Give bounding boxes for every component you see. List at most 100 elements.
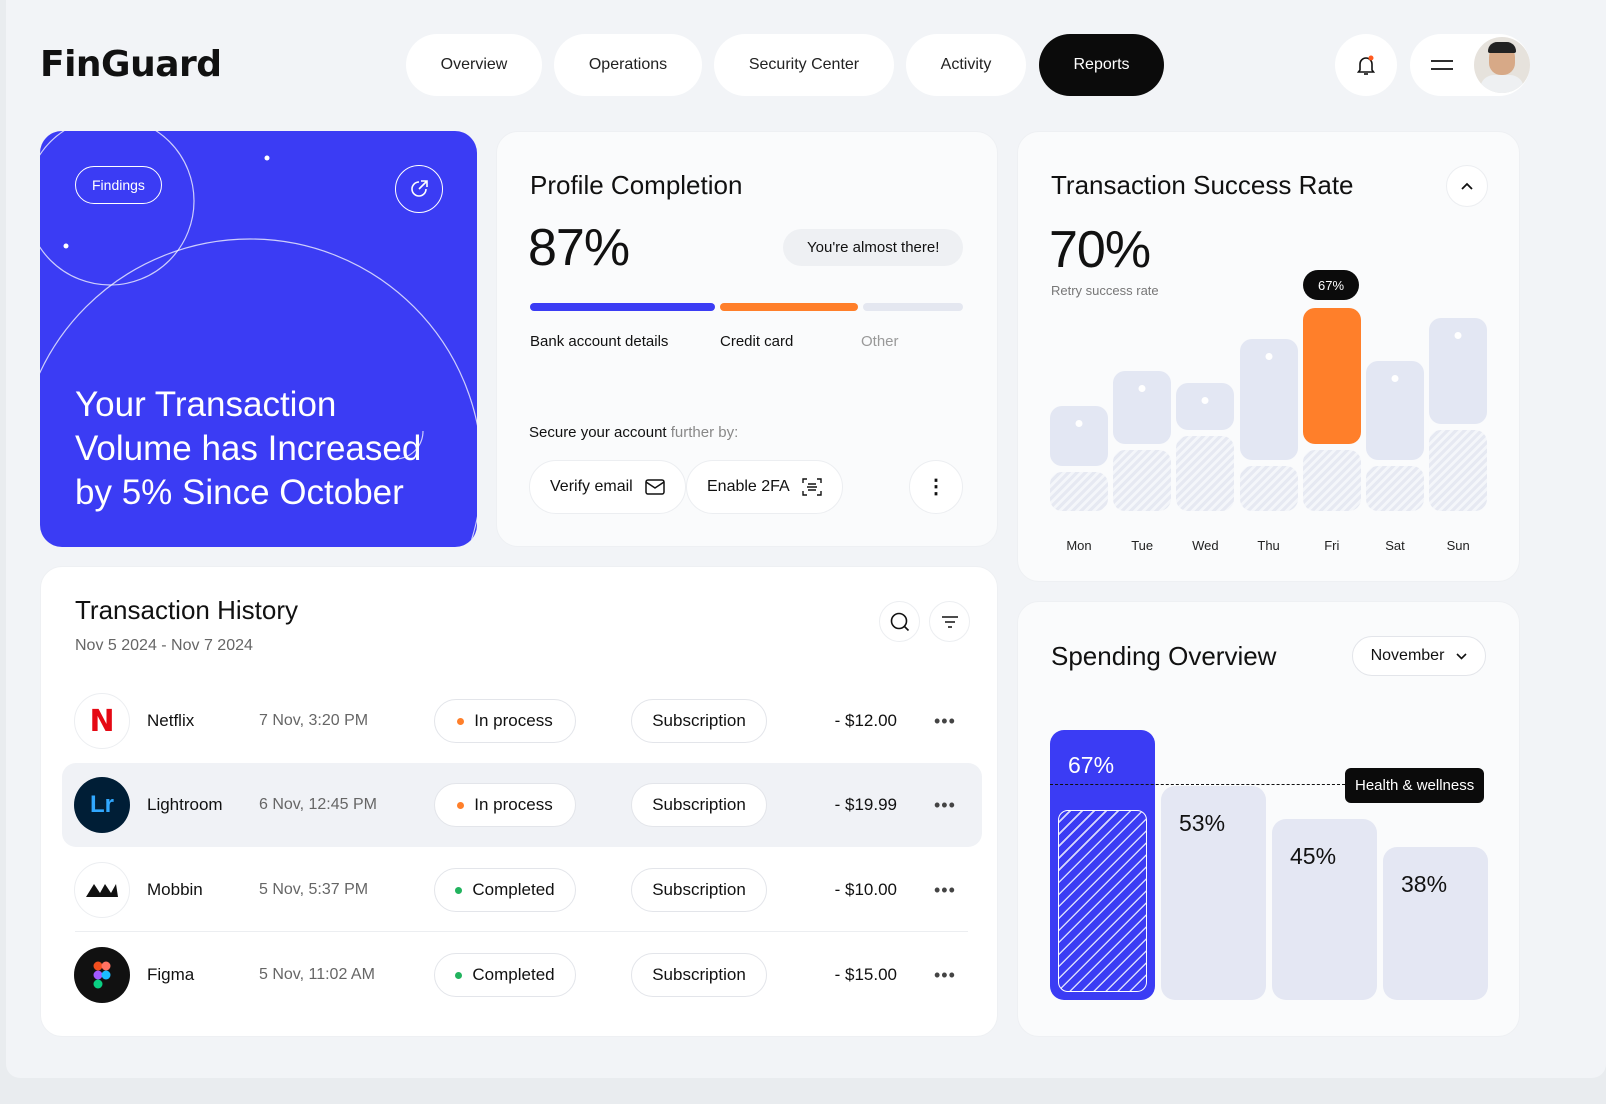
row-more-icon[interactable]: ••• xyxy=(934,879,956,900)
verify-email-button[interactable]: Verify email xyxy=(529,460,686,514)
secure-account-prompt: Secure your account further by: xyxy=(529,424,738,441)
spending-bar[interactable]: 53% xyxy=(1161,786,1266,1000)
status-label: Completed xyxy=(472,880,555,899)
nav-tab-reports[interactable]: Reports xyxy=(1039,34,1164,96)
segment-label-bank: Bank account details xyxy=(530,333,669,350)
category-marker-line xyxy=(1050,784,1345,785)
search-button[interactable] xyxy=(879,601,920,642)
tsr-bar-success-thu[interactable] xyxy=(1239,338,1298,461)
spending-bar-label: 45% xyxy=(1290,842,1337,869)
brand-logo[interactable]: FinGuard xyxy=(40,44,222,85)
spending-bar[interactable]: 38% xyxy=(1383,846,1488,1000)
tsr-bar-success-wed[interactable] xyxy=(1176,383,1235,430)
profile-menu[interactable] xyxy=(1410,34,1530,96)
chevron-down-icon xyxy=(1456,652,1467,660)
status-badge: In process xyxy=(434,699,576,743)
tsr-title: Transaction Success Rate xyxy=(1051,170,1354,200)
spending-bar[interactable]: 45% xyxy=(1272,818,1377,1000)
bar-dot xyxy=(1391,374,1399,382)
mail-icon xyxy=(644,479,665,495)
bar-dot xyxy=(1075,419,1083,427)
scan-icon xyxy=(802,478,822,496)
nav-tab-overview[interactable]: Overview xyxy=(406,34,542,96)
transaction-date: 6 Nov, 12:45 PM xyxy=(259,796,377,813)
decorative-circles xyxy=(40,131,477,547)
spending-bar[interactable]: 67% xyxy=(1050,729,1155,1000)
tsr-bar-success-sat[interactable] xyxy=(1366,360,1424,461)
progress-segment-credit-card xyxy=(720,303,858,311)
history-date-range: Nov 5 2024 - Nov 7 2024 xyxy=(75,637,253,654)
tsr-axis-label: Sun xyxy=(1446,538,1470,553)
merchant-name: Figma xyxy=(147,965,195,984)
filter-button[interactable] xyxy=(929,601,970,642)
transaction-row[interactable]: Lr Lightroom 6 Nov, 12:45 PM In process Subs… xyxy=(62,763,982,847)
encouragement-chip: You're almost there! xyxy=(783,229,964,266)
month-select[interactable]: November xyxy=(1352,636,1486,676)
transaction-amount: - $12.00 xyxy=(834,711,897,730)
tsr-bar-success-fri[interactable] xyxy=(1302,308,1361,445)
transaction-amount: - $15.00 xyxy=(834,965,897,984)
hamburger-icon[interactable] xyxy=(1430,56,1454,74)
notifications-button[interactable] xyxy=(1335,34,1397,96)
row-divider xyxy=(75,931,968,932)
bell-icon xyxy=(1356,55,1376,75)
transaction-row[interactable]: Figma 5 Nov, 11:02 AM Completed Subscriptio… xyxy=(62,933,982,1017)
tsr-axis-label: Wed xyxy=(1192,538,1219,553)
row-more-icon[interactable]: ••• xyxy=(934,710,956,731)
secure-prefix: Secure your account xyxy=(529,424,667,441)
tsr-bar-success-tue[interactable] xyxy=(1113,371,1172,445)
merchant-name: Lightroom xyxy=(147,795,223,814)
nav-tab-security-center[interactable]: Security Center xyxy=(714,34,894,96)
filter-icon xyxy=(941,615,958,628)
transaction-row[interactable]: Mobbin 5 Nov, 5:37 PM Completed Subscriptio… xyxy=(62,848,982,932)
findings-hero-card: Findings Your Transaction Volume has Inc… xyxy=(40,131,477,547)
findings-badge[interactable]: Findings xyxy=(75,166,162,204)
tsr-bar-retry-thu xyxy=(1239,466,1298,511)
row-more-icon[interactable]: ••• xyxy=(934,964,956,985)
tsr-percent: 70% xyxy=(1049,221,1151,279)
transaction-date: 5 Nov, 5:37 PM xyxy=(259,881,369,898)
bar-dot xyxy=(1201,397,1209,405)
status-dot xyxy=(457,801,465,809)
tsr-bar-retry-fri xyxy=(1302,450,1361,511)
external-link-icon xyxy=(411,180,428,197)
transaction-amount: - $19.99 xyxy=(834,795,897,814)
chevron-up-icon xyxy=(1461,182,1473,190)
category-marker-label: Health & wellness xyxy=(1345,768,1485,803)
tsr-bar-retry-mon xyxy=(1050,472,1108,511)
tsr-tooltip: 67% xyxy=(1303,270,1359,300)
nav-tab-activity[interactable]: Activity xyxy=(906,34,1026,96)
enable-2fa-button[interactable]: Enable 2FA xyxy=(686,460,843,514)
tsr-bar-retry-wed xyxy=(1176,435,1235,511)
transaction-row[interactable]: N Netflix 7 Nov, 3:20 PM In process Subscrip… xyxy=(62,679,982,763)
row-more-icon[interactable]: ••• xyxy=(934,794,956,815)
avatar[interactable] xyxy=(1474,37,1530,93)
tsr-bar-success-sun[interactable] xyxy=(1429,318,1488,424)
status-label: In process xyxy=(474,711,553,730)
verify-email-label: Verify email xyxy=(550,478,633,495)
more-options-button[interactable]: ⋮ xyxy=(909,460,963,514)
lightroom-logo-icon: Lr xyxy=(74,777,130,833)
month-select-value: November xyxy=(1370,647,1445,664)
status-dot xyxy=(455,886,463,894)
tsr-axis-label: Sat xyxy=(1385,538,1405,553)
nav-tab-operations[interactable]: Operations xyxy=(554,34,702,96)
transaction-amount: - $10.00 xyxy=(834,880,897,899)
collapse-button[interactable] xyxy=(1446,165,1488,207)
segment-label-credit-card: Credit card xyxy=(720,333,794,350)
status-badge: Completed xyxy=(434,868,576,912)
merchant-name: Netflix xyxy=(147,711,195,730)
spending-bar-hatch xyxy=(1058,809,1147,992)
tsr-bar-success-mon[interactable] xyxy=(1050,405,1108,467)
open-findings-button[interactable] xyxy=(395,165,443,213)
tsr-bar-retry-sun xyxy=(1429,429,1488,511)
figma-logo-icon xyxy=(74,947,130,1003)
tsr-axis-label: Mon xyxy=(1066,538,1092,553)
tsr-axis-label: Fri xyxy=(1324,538,1340,553)
bar-dot xyxy=(1138,385,1146,393)
search-icon xyxy=(890,612,909,631)
status-dot xyxy=(457,717,465,725)
profile-completion-percent: 87% xyxy=(528,219,630,277)
category-badge: Subscription xyxy=(631,953,767,997)
tsr-axis-label: Tue xyxy=(1131,538,1154,553)
